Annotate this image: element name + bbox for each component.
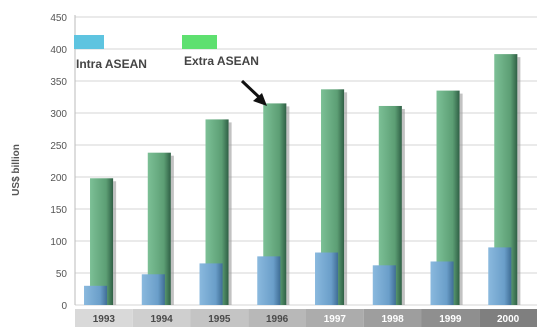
bar-shadow (228, 122, 232, 306)
y-tick-label: 0 (61, 301, 67, 312)
bar-intra-asean (430, 261, 454, 305)
x-tick-label: 1994 (151, 314, 174, 325)
bars (84, 54, 521, 306)
bar-intra-asean (84, 285, 108, 305)
bar-intra-asean (488, 247, 512, 305)
x-axis-band: 1993 1994 1995 1996 1997 1998 1999 2000 (75, 309, 537, 327)
y-tick-label: 250 (50, 141, 67, 152)
x-band-cell (306, 309, 364, 327)
bar-extra-asean (263, 103, 287, 306)
y-tick-label: 150 (50, 205, 67, 216)
bar-shadow (459, 93, 463, 305)
x-tick-label: 1999 (439, 314, 462, 325)
annotation-arrow-icon (240, 79, 267, 106)
bar-shadow (401, 108, 405, 306)
x-band-cell (248, 309, 306, 327)
y-tick-label: 300 (50, 109, 67, 120)
bar-shadow (344, 92, 348, 305)
x-tick-label: 1995 (208, 314, 231, 325)
legend-label-extra: Extra ASEAN (184, 54, 259, 68)
y-axis-ticks: 0 50 100 150 200 250 300 350 400 450 (50, 13, 67, 312)
bar-extra-asean (90, 178, 114, 305)
bar-extra-asean (147, 152, 171, 305)
y-axis-label: US$ billion (11, 144, 22, 196)
bar-shadow (113, 181, 117, 305)
bar-extra-asean (378, 105, 402, 306)
y-tick-label: 350 (50, 77, 67, 88)
legend-label-intra: Intra ASEAN (76, 57, 147, 71)
x-tick-label: 1996 (266, 314, 289, 325)
x-band-cell (132, 309, 191, 327)
bar-extra-asean (205, 119, 229, 306)
y-tick-label: 450 (50, 13, 67, 24)
legend-swatch-intra (74, 35, 104, 49)
x-tick-label: 1998 (382, 314, 405, 325)
x-band-cell (479, 309, 537, 327)
bar-intra-asean (257, 256, 281, 305)
x-band-cell (190, 309, 249, 327)
x-tick-label: 1997 (324, 314, 347, 325)
x-tick-label: 1993 (93, 314, 116, 325)
y-tick-label: 50 (56, 269, 68, 280)
bar-intra-asean (141, 274, 165, 305)
bar-intra-asean (315, 252, 339, 305)
bar-intra-asean (372, 265, 396, 305)
y-tick-label: 400 (50, 45, 67, 56)
y-tick-label: 200 (50, 173, 67, 184)
bar-shadow (286, 106, 290, 306)
bar-shadow (170, 155, 174, 305)
bar-extra-asean (494, 54, 518, 306)
x-band-cell (75, 309, 133, 327)
bar-extra-asean (436, 90, 460, 305)
legend-swatch-extra (182, 35, 217, 49)
x-tick-label: 2000 (497, 314, 520, 325)
bar-intra-asean (199, 263, 223, 305)
y-tick-label: 100 (50, 237, 67, 248)
bar-shadow (517, 57, 521, 306)
legend: Intra ASEAN Extra ASEAN (74, 35, 259, 71)
x-band-cell (363, 309, 422, 327)
bar-extra-asean (321, 89, 345, 305)
x-band-cell (421, 309, 480, 327)
